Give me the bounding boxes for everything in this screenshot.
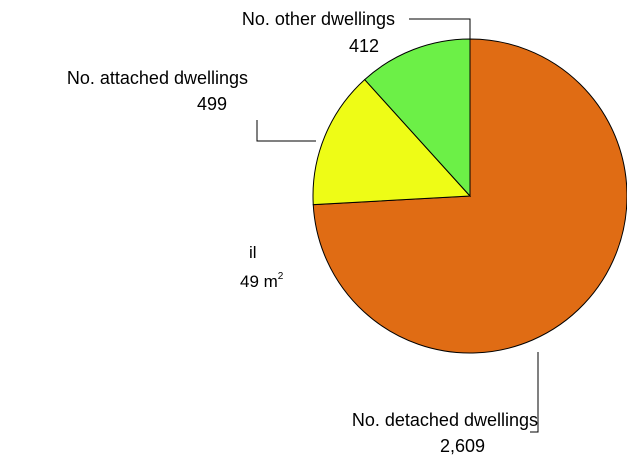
slice-value-no-detached-dwellings: 2,609	[440, 436, 485, 456]
slice-label-no-detached-dwellings: No. detached dwellings	[352, 410, 538, 430]
leader-lines	[256, 18, 539, 433]
slice-value-no-attached-dwellings: 499	[197, 94, 227, 114]
leader-line-no-attached-dwellings	[256, 120, 316, 142]
cropped-text-fragment: il	[249, 243, 257, 262]
slice-value-no-other-dwellings: 412	[349, 36, 379, 56]
slice-label-no-attached-dwellings: No. attached dwellings	[67, 68, 248, 88]
pie-slice-no-other-dwellings	[363, 38, 471, 198]
leader-line-no-detached-dwellings	[530, 352, 539, 433]
slice-labels: No. detached dwellings 2,609 No. attached …	[67, 9, 538, 456]
slice-label-no-other-dwellings: No. other dwellings	[242, 9, 395, 29]
pie-slices	[312, 38, 627, 354]
leader-line-no-other-dwellings	[409, 18, 471, 40]
pie-slice-no-attached-dwellings	[312, 78, 472, 206]
cropped-area-value: 49 m2	[240, 271, 284, 291]
